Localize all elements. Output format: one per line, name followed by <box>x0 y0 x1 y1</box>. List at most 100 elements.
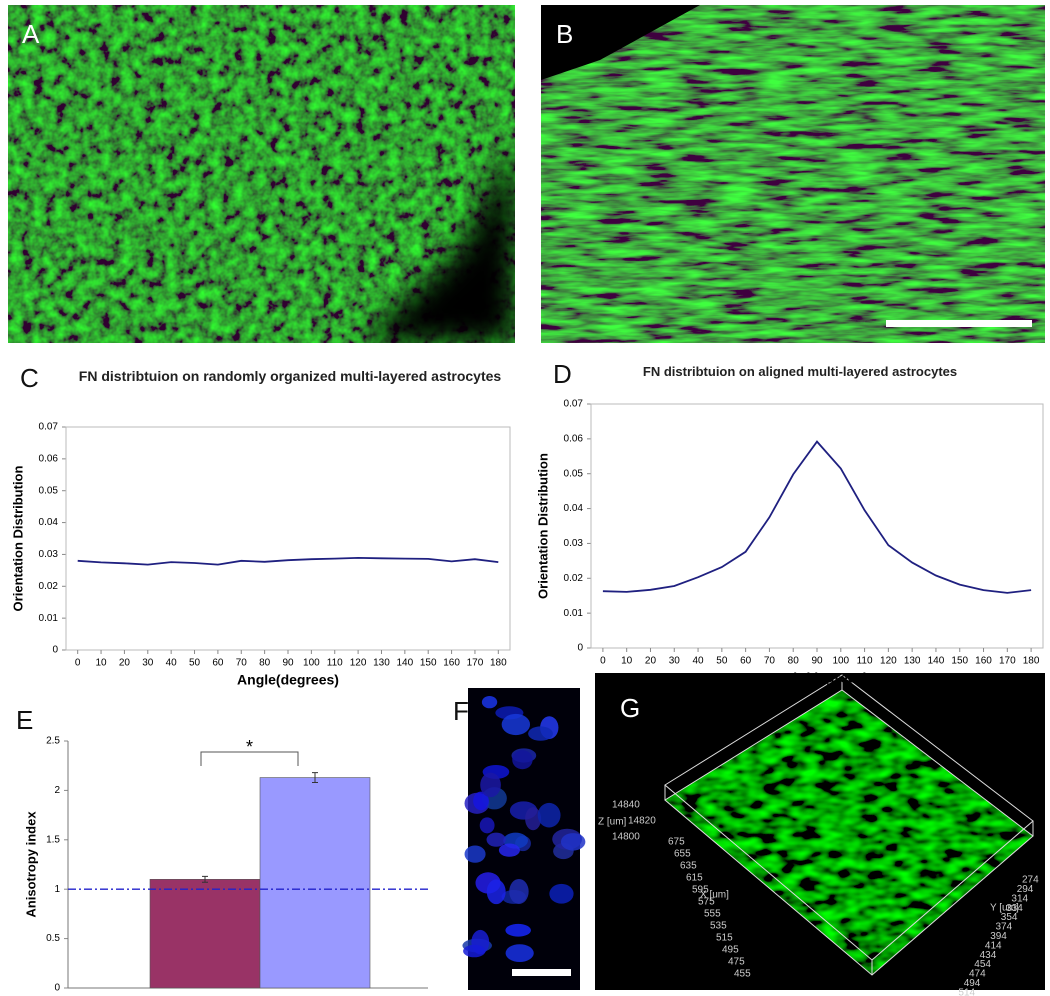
x-tick-label: 60 <box>740 656 752 667</box>
tick-label: 414 <box>985 940 1002 951</box>
tick-label: 14800 <box>612 832 640 843</box>
tick-label: 535 <box>710 921 727 932</box>
bar <box>259 777 371 989</box>
volume-box <box>664 674 1034 976</box>
y-tick-label: 0.07 <box>39 422 59 433</box>
plot-frame <box>65 426 511 651</box>
tick-label: 14820 <box>628 816 656 827</box>
tick-label: 615 <box>686 873 703 884</box>
tick-label: 274 <box>1022 875 1039 886</box>
significance-label: * <box>246 737 253 757</box>
tick-label: 455 <box>734 969 751 980</box>
tick-label: 334 <box>1006 903 1023 914</box>
tick-label: 475 <box>728 957 745 968</box>
x-tick-label: 130 <box>373 658 390 669</box>
nucleus <box>528 726 553 741</box>
x-tick-label: 180 <box>490 658 507 669</box>
tick-label: 595 <box>692 885 709 896</box>
tick-label: 514 <box>958 987 975 996</box>
line-series <box>77 556 499 566</box>
panel-label: D <box>553 359 572 389</box>
tick-label: 675 <box>668 837 685 848</box>
nucleus <box>560 833 586 851</box>
axis-label: X [um] <box>700 890 729 901</box>
chart-title: FN distribtuion on randomly organized mu… <box>78 368 502 384</box>
y-tick-label: 0.01 <box>39 613 59 624</box>
nucleus <box>509 878 529 905</box>
x-tick-label: 90 <box>811 656 823 667</box>
x-tick-label: 80 <box>259 658 271 669</box>
tick-label: 374 <box>996 922 1013 933</box>
x-axis-title: Angle(degrees) <box>766 670 868 686</box>
nucleus <box>481 695 498 709</box>
y-tick-label: 0.02 <box>564 573 584 584</box>
x-tick-label: 80 <box>788 656 800 667</box>
x-tick-label: 140 <box>928 656 945 667</box>
x-tick-label: 60 <box>212 658 224 669</box>
y-tick-label: 1 <box>54 884 60 895</box>
x-tick-label: 120 <box>350 658 367 669</box>
panel-label: A <box>22 19 40 49</box>
x-tick-label: 30 <box>142 658 154 669</box>
y-tick-label: 0.07 <box>564 399 584 410</box>
nucleus <box>501 713 531 736</box>
nucleus <box>512 750 533 770</box>
x-tick-label: 0 <box>75 658 81 669</box>
y-tick-label: 0.06 <box>564 433 584 444</box>
y-tick-label: 0 <box>52 645 58 656</box>
x-tick-label: 70 <box>236 658 248 669</box>
chart-title: FN distribtuion on aligned multi-layered… <box>642 364 958 379</box>
y-tick-label: 0.04 <box>564 503 584 514</box>
x-tick-label: 50 <box>716 656 728 667</box>
nucleus <box>505 923 531 937</box>
nucleus <box>486 879 506 905</box>
tick-label: 474 <box>969 969 986 980</box>
x-tick-label: 40 <box>166 658 178 669</box>
scale-bar <box>512 969 571 976</box>
x-tick-label: 50 <box>189 658 201 669</box>
tick-label: 655 <box>674 849 691 860</box>
nucleus <box>498 843 520 857</box>
tick-label: 495 <box>722 945 739 956</box>
nucleus <box>480 772 501 798</box>
panel-label: C <box>20 363 39 393</box>
panel-label: B <box>556 19 573 49</box>
error-bar <box>312 772 318 783</box>
tick-label: 14840 <box>612 800 640 811</box>
charts: 0 0.01 0.02 0.03 0.04 0.05 0.06 0.07 Orientation… <box>10 399 1044 994</box>
nucleus <box>463 944 486 958</box>
x-tick-label: 70 <box>764 656 776 667</box>
y-tick-label: 0.02 <box>39 581 59 592</box>
y-axis-title: Orientation Distribution <box>535 453 550 599</box>
x-tick-label: 160 <box>443 658 460 669</box>
nucleus <box>464 845 486 863</box>
error-bar <box>202 875 208 883</box>
y-tick-label: 2 <box>54 785 60 796</box>
image-b-corner <box>541 5 700 80</box>
line-series <box>602 440 1032 594</box>
nucleus <box>486 832 506 847</box>
x-tick-label: 0 <box>600 656 606 667</box>
panel-label: G <box>620 693 640 723</box>
x-tick-label: 90 <box>282 658 294 669</box>
axis-label: Y [um] <box>990 903 1019 914</box>
y-tick-label: 0.06 <box>39 453 59 464</box>
x-tick-label: 140 <box>396 658 413 669</box>
y-tick-label: 0 <box>577 643 583 654</box>
image-b-texture <box>541 5 1045 343</box>
y-tick-label: 1.5 <box>46 834 60 845</box>
x-tick-label: 180 <box>1023 656 1040 667</box>
bar <box>149 879 261 989</box>
y-tick-label: 0.5 <box>46 933 60 944</box>
tick-label: 354 <box>1001 912 1018 923</box>
y-tick-label: 0 <box>54 983 60 994</box>
x-tick-label: 100 <box>303 658 320 669</box>
nucleus <box>549 883 574 904</box>
tick-label: 394 <box>990 931 1007 942</box>
tick-label: 555 <box>704 909 721 920</box>
y-axis-title: Orientation Distribution <box>10 466 25 612</box>
x-tick-label: 20 <box>645 656 657 667</box>
y-tick-label: 0.03 <box>39 549 59 560</box>
tick-label: 314 <box>1011 893 1028 904</box>
